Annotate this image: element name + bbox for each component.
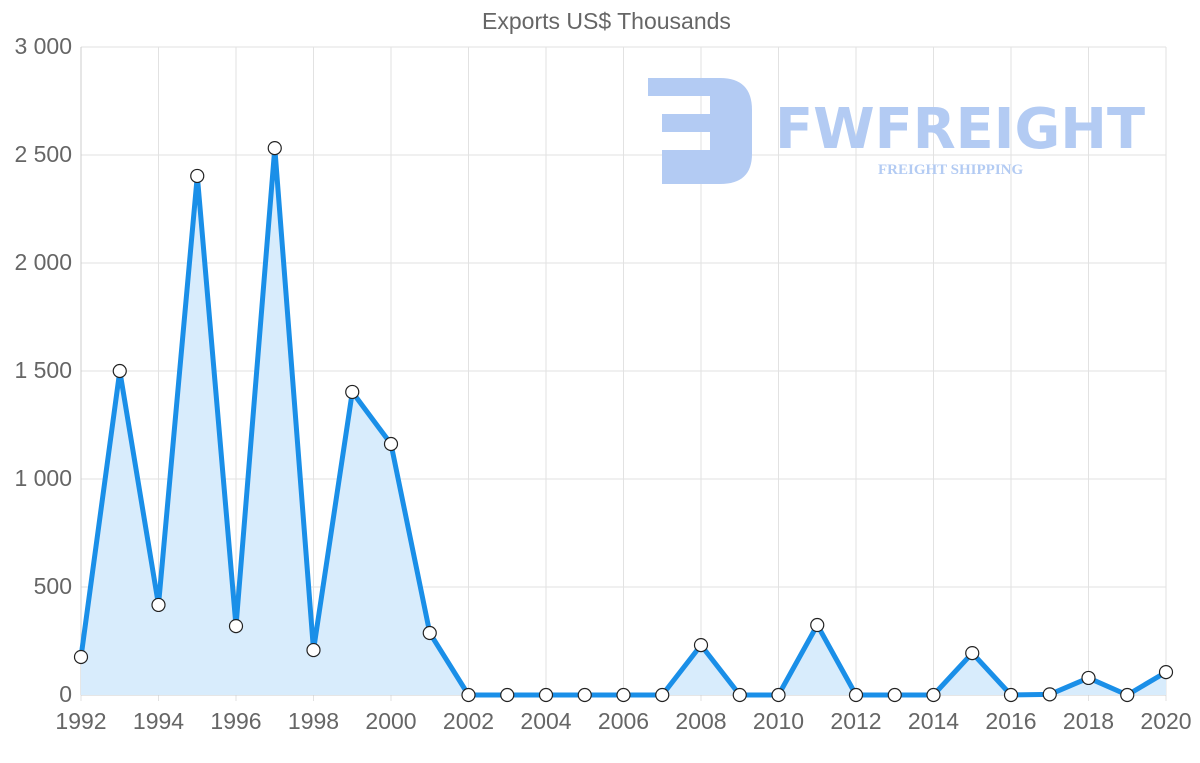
- chart-title: Exports US$ Thousands: [482, 8, 731, 34]
- data-point[interactable]: [538, 687, 554, 703]
- x-tick-label: 2014: [907, 708, 960, 734]
- data-point[interactable]: [965, 645, 980, 661]
- data-point[interactable]: [112, 363, 127, 379]
- x-tick-label: 2008: [675, 708, 727, 734]
- data-point[interactable]: [1042, 687, 1057, 702]
- y-tick-label: 1 500: [14, 357, 72, 383]
- x-tick-label: 2004: [520, 708, 572, 734]
- data-point[interactable]: [655, 687, 670, 703]
- x-tick-label: 2002: [442, 708, 495, 734]
- data-point[interactable]: [732, 687, 747, 703]
- y-tick-label: 2 500: [14, 141, 72, 167]
- data-point[interactable]: [616, 687, 631, 703]
- y-tick-label: 0: [59, 681, 72, 707]
- data-point[interactable]: [228, 618, 244, 634]
- grid-lines: [80, 46, 1167, 701]
- data-point[interactable]: [422, 625, 437, 641]
- data-point[interactable]: [693, 638, 709, 653]
- x-tick-label: 2006: [597, 708, 650, 734]
- x-tick-label: 2016: [985, 708, 1037, 734]
- y-tick-label: 500: [33, 573, 72, 599]
- data-point[interactable]: [771, 687, 786, 703]
- data-point[interactable]: [1120, 687, 1135, 703]
- y-tick-label: 2 000: [14, 249, 72, 275]
- x-tick-label: 1998: [287, 708, 340, 734]
- data-point[interactable]: [848, 687, 864, 703]
- x-tick-label: 2020: [1140, 708, 1192, 734]
- data-point[interactable]: [190, 168, 205, 184]
- x-tick-label: 2012: [830, 708, 882, 734]
- x-tick-label: 2000: [365, 708, 417, 734]
- x-tick-label: 1994: [132, 708, 185, 734]
- data-point[interactable]: [887, 687, 902, 703]
- x-tick-label: 2018: [1062, 708, 1115, 734]
- data-point[interactable]: [500, 687, 515, 703]
- data-point[interactable]: [461, 687, 476, 703]
- data-point[interactable]: [267, 140, 282, 156]
- data-point[interactable]: [926, 687, 941, 703]
- data-point[interactable]: [345, 384, 360, 400]
- data-points: [73, 140, 1174, 703]
- data-point[interactable]: [1081, 670, 1096, 686]
- y-tick-label: 3 000: [14, 33, 72, 59]
- data-point[interactable]: [1003, 687, 1019, 703]
- data-point[interactable]: [73, 649, 89, 665]
- data-point[interactable]: [383, 436, 399, 452]
- x-tick-label: 2010: [752, 708, 805, 734]
- data-point[interactable]: [151, 597, 166, 613]
- data-point[interactable]: [810, 617, 825, 633]
- data-point[interactable]: [306, 642, 321, 658]
- y-tick-label: 1 000: [14, 465, 72, 491]
- x-tick-label: 1992: [55, 708, 107, 734]
- data-point[interactable]: [1158, 665, 1174, 680]
- area-fill: [81, 148, 1166, 696]
- data-point[interactable]: [577, 687, 592, 703]
- x-tick-label: 1996: [210, 708, 262, 734]
